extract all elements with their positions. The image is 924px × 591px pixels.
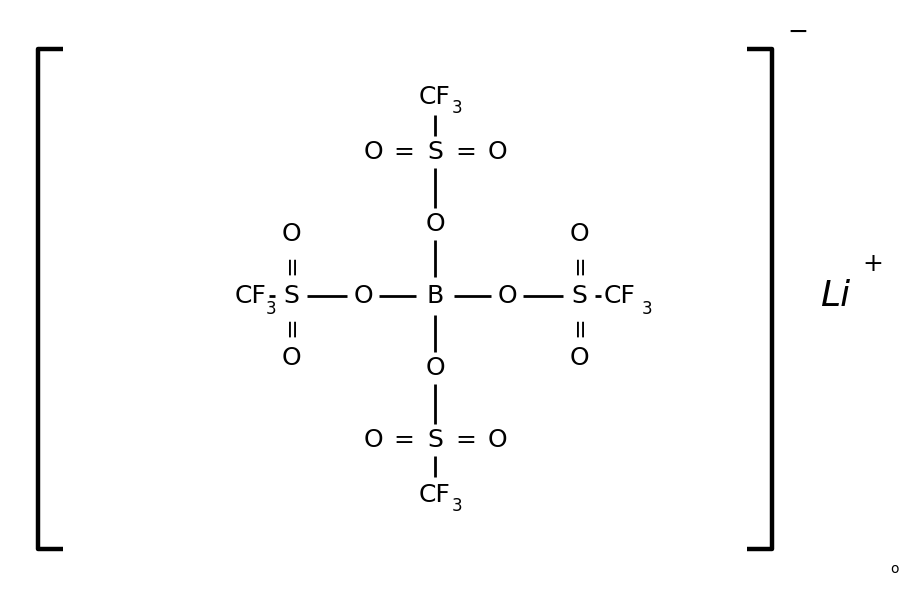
Text: O: O xyxy=(497,284,517,308)
Text: +: + xyxy=(863,252,883,276)
Text: O: O xyxy=(425,356,444,380)
Text: 3: 3 xyxy=(452,497,462,515)
Text: O: O xyxy=(569,222,589,246)
Text: O: O xyxy=(569,346,589,370)
Text: O: O xyxy=(487,140,506,164)
Text: =: = xyxy=(567,317,591,337)
Text: S: S xyxy=(427,428,443,452)
Text: 3: 3 xyxy=(266,300,276,318)
Text: =: = xyxy=(567,255,591,275)
Text: =: = xyxy=(456,140,477,164)
Text: Li: Li xyxy=(820,279,850,313)
Text: O: O xyxy=(281,222,301,246)
Text: O: O xyxy=(363,428,383,452)
Text: o: o xyxy=(891,562,899,576)
Text: CF: CF xyxy=(234,284,266,308)
Text: O: O xyxy=(353,284,372,308)
Text: S: S xyxy=(571,284,587,308)
Text: O: O xyxy=(281,346,301,370)
Text: 3: 3 xyxy=(452,99,462,117)
Text: =: = xyxy=(394,140,415,164)
Text: =: = xyxy=(456,428,477,452)
Text: 3: 3 xyxy=(642,300,652,318)
Text: CF: CF xyxy=(419,85,451,109)
Text: =: = xyxy=(279,255,303,275)
Text: =: = xyxy=(279,317,303,337)
Text: O: O xyxy=(425,212,444,236)
Text: O: O xyxy=(487,428,506,452)
Text: CF: CF xyxy=(419,483,451,507)
Text: O: O xyxy=(363,140,383,164)
Text: S: S xyxy=(427,140,443,164)
Text: =: = xyxy=(394,428,415,452)
Text: CF: CF xyxy=(604,284,636,308)
Text: S: S xyxy=(283,284,299,308)
Text: B: B xyxy=(426,284,444,308)
Text: −: − xyxy=(787,20,808,44)
